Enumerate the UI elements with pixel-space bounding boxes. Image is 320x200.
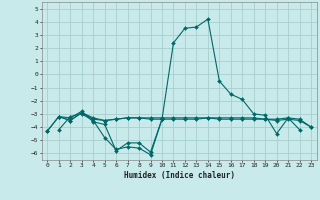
X-axis label: Humidex (Indice chaleur): Humidex (Indice chaleur) — [124, 171, 235, 180]
